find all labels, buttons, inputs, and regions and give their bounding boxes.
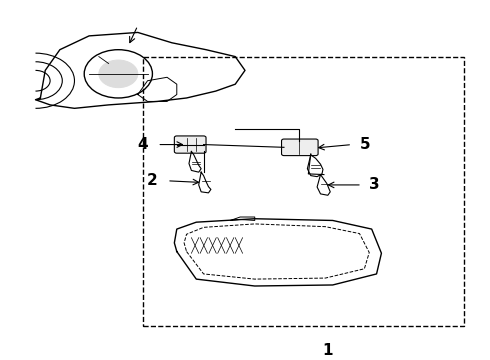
Text: 2: 2 xyxy=(147,173,157,188)
FancyBboxPatch shape xyxy=(174,136,206,153)
FancyBboxPatch shape xyxy=(282,139,318,156)
Circle shape xyxy=(99,60,138,87)
Text: 5: 5 xyxy=(360,137,370,152)
Text: 1: 1 xyxy=(322,343,333,358)
Text: 4: 4 xyxy=(137,137,147,152)
Text: 3: 3 xyxy=(369,177,380,193)
